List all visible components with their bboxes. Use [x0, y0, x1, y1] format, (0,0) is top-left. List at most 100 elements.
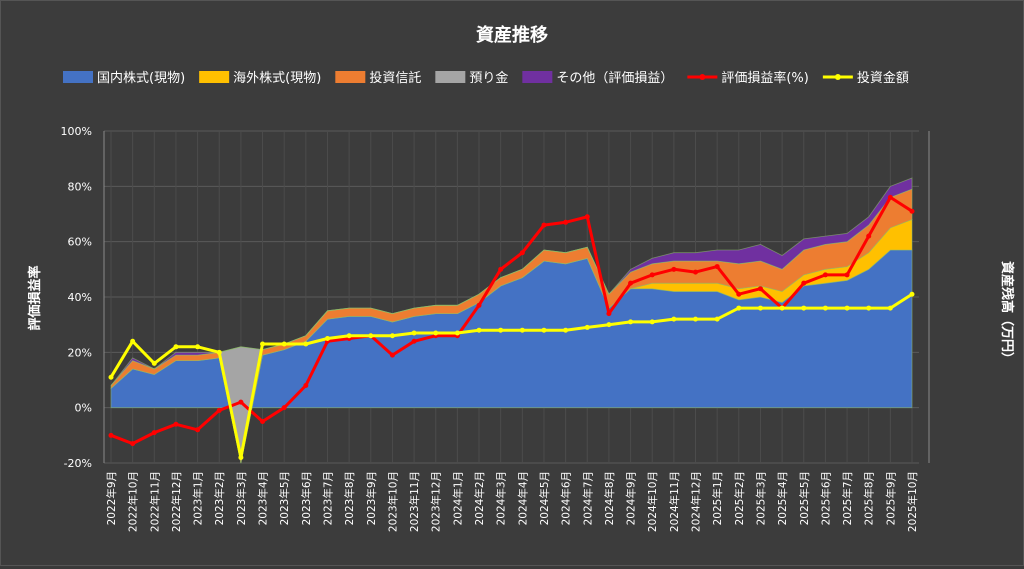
- legend-swatch: [435, 71, 466, 83]
- legend-swatch: [63, 71, 93, 83]
- point-評価損益率(%): [736, 291, 742, 297]
- point-評価損益率(%): [151, 430, 157, 436]
- point-投資金額: [563, 327, 569, 333]
- point-評価損益率(%): [541, 222, 547, 228]
- point-評価損益率(%): [281, 405, 287, 411]
- legend-swatch: [522, 71, 553, 83]
- x-tick-label: 2025年5月: [798, 471, 811, 525]
- y-tick-label: 60%: [68, 236, 92, 249]
- legend-label: 海外株式(現物): [233, 71, 321, 86]
- legend-label: 投資金額: [857, 70, 909, 86]
- x-tick-label: 2024年4月: [516, 471, 529, 525]
- legend-label: 評価損益率(%): [721, 70, 809, 86]
- point-評価損益率(%): [519, 250, 525, 256]
- x-tick-label: 2024年5月: [538, 471, 551, 525]
- point-評価損益率(%): [628, 280, 634, 286]
- point-評価損益率(%): [844, 272, 850, 278]
- point-評価損益率(%): [303, 383, 309, 389]
- legend-label: 国内株式(現物): [97, 70, 185, 86]
- x-tick-label: 2023年2月: [213, 471, 226, 525]
- point-評価損益率(%): [216, 407, 222, 413]
- x-tick-label: 2024年1月: [451, 471, 464, 525]
- point-投資金額: [671, 316, 677, 322]
- point-投資金額: [108, 374, 114, 380]
- legend-swatch: [199, 71, 230, 83]
- point-評価損益率(%): [909, 208, 915, 214]
- point-投資金額: [411, 330, 417, 336]
- point-投資金額: [216, 349, 222, 355]
- point-投資金額: [714, 316, 720, 322]
- legend-swatch-marker: [699, 74, 706, 80]
- x-tick-label: 2025年9月: [884, 471, 897, 525]
- point-投資金額: [346, 333, 352, 339]
- point-投資金額: [238, 454, 244, 460]
- point-投資金額: [281, 341, 287, 347]
- point-評価損益率(%): [584, 214, 590, 220]
- x-tick-label: 2024年6月: [560, 471, 573, 525]
- point-投資金額: [584, 324, 590, 330]
- y-axis-label: 評価損益率: [27, 265, 43, 330]
- point-投資金額: [476, 327, 482, 333]
- point-評価損益率(%): [411, 338, 417, 344]
- chart-title: 資産推移: [476, 24, 548, 46]
- point-評価損益率(%): [195, 427, 201, 433]
- point-評価損益率(%): [389, 352, 395, 358]
- point-投資金額: [779, 305, 785, 311]
- x-tick-label: 2023年5月: [278, 471, 291, 525]
- x-tick-label: 2025年1月: [711, 471, 724, 525]
- x-tick-label: 2023年3月: [235, 471, 248, 525]
- y-tick-label: 0%: [75, 402, 92, 415]
- point-評価損益率(%): [173, 421, 179, 427]
- point-評価損益率(%): [476, 302, 482, 308]
- point-投資金額: [433, 330, 439, 336]
- x-tick-label: 2025年7月: [841, 471, 854, 525]
- legend-swatch: [335, 71, 366, 83]
- y-tick-label: 80%: [68, 180, 92, 193]
- point-投資金額: [736, 305, 742, 311]
- x-tick-label: 2024年11月: [668, 471, 681, 532]
- x-tick-label: 2025年3月: [754, 471, 767, 525]
- point-投資金額: [844, 305, 850, 311]
- point-投資金額: [389, 333, 395, 339]
- line-投資金額: [109, 292, 913, 459]
- legend-label: 投資信託: [369, 70, 421, 86]
- x-tick-label: 2025年10月: [906, 471, 919, 532]
- point-評価損益率(%): [887, 194, 893, 200]
- point-評価損益率(%): [606, 311, 612, 317]
- x-tick-label: 2024年3月: [495, 471, 508, 525]
- point-投資金額: [801, 305, 807, 311]
- point-投資金額: [628, 319, 634, 325]
- x-tick-label: 2023年11月: [408, 471, 421, 532]
- point-投資金額: [324, 336, 330, 341]
- y-tick-label: -20%: [64, 457, 92, 470]
- legend: 国内株式(現物) 海外株式(現物) 投資信託 預り金 その他（評価損益） 評価損益率(%)…: [63, 70, 909, 86]
- x-tick-label: 2022年10月: [127, 471, 140, 532]
- x-tick-label: 2024年9月: [625, 471, 638, 525]
- y-tick-label: 40%: [68, 291, 92, 304]
- point-投資金額: [454, 330, 460, 336]
- legend-label: 預り金: [469, 70, 508, 86]
- x-tick-label: 2025年6月: [819, 471, 832, 525]
- x-axis: 2022年9月 2022年10月 2022年11月 2022年12月 2023年1月 20…: [105, 471, 919, 532]
- x-tick-label: 2024年12月: [690, 471, 703, 532]
- point-評価損益率(%): [498, 266, 504, 272]
- point-投資金額: [649, 319, 655, 325]
- point-投資金額: [368, 333, 374, 339]
- x-tick-label: 2023年8月: [343, 471, 356, 525]
- x-tick-label: 2025年2月: [733, 471, 746, 525]
- point-評価損益率(%): [108, 432, 114, 438]
- legend-swatch-marker: [834, 74, 841, 80]
- point-投資金額: [541, 327, 547, 333]
- x-tick-label: 2023年10月: [386, 471, 399, 532]
- x-tick-label: 2022年9月: [105, 471, 118, 525]
- point-投資金額: [822, 305, 828, 311]
- point-投資金額: [887, 305, 893, 311]
- point-投資金額: [195, 344, 201, 350]
- area-series: [110, 177, 913, 464]
- point-投資金額: [173, 344, 179, 350]
- line-評価損益率(%): [110, 195, 913, 446]
- point-評価損益率(%): [714, 264, 720, 270]
- x-tick-label: 2024年8月: [603, 471, 616, 525]
- point-投資金額: [866, 305, 872, 311]
